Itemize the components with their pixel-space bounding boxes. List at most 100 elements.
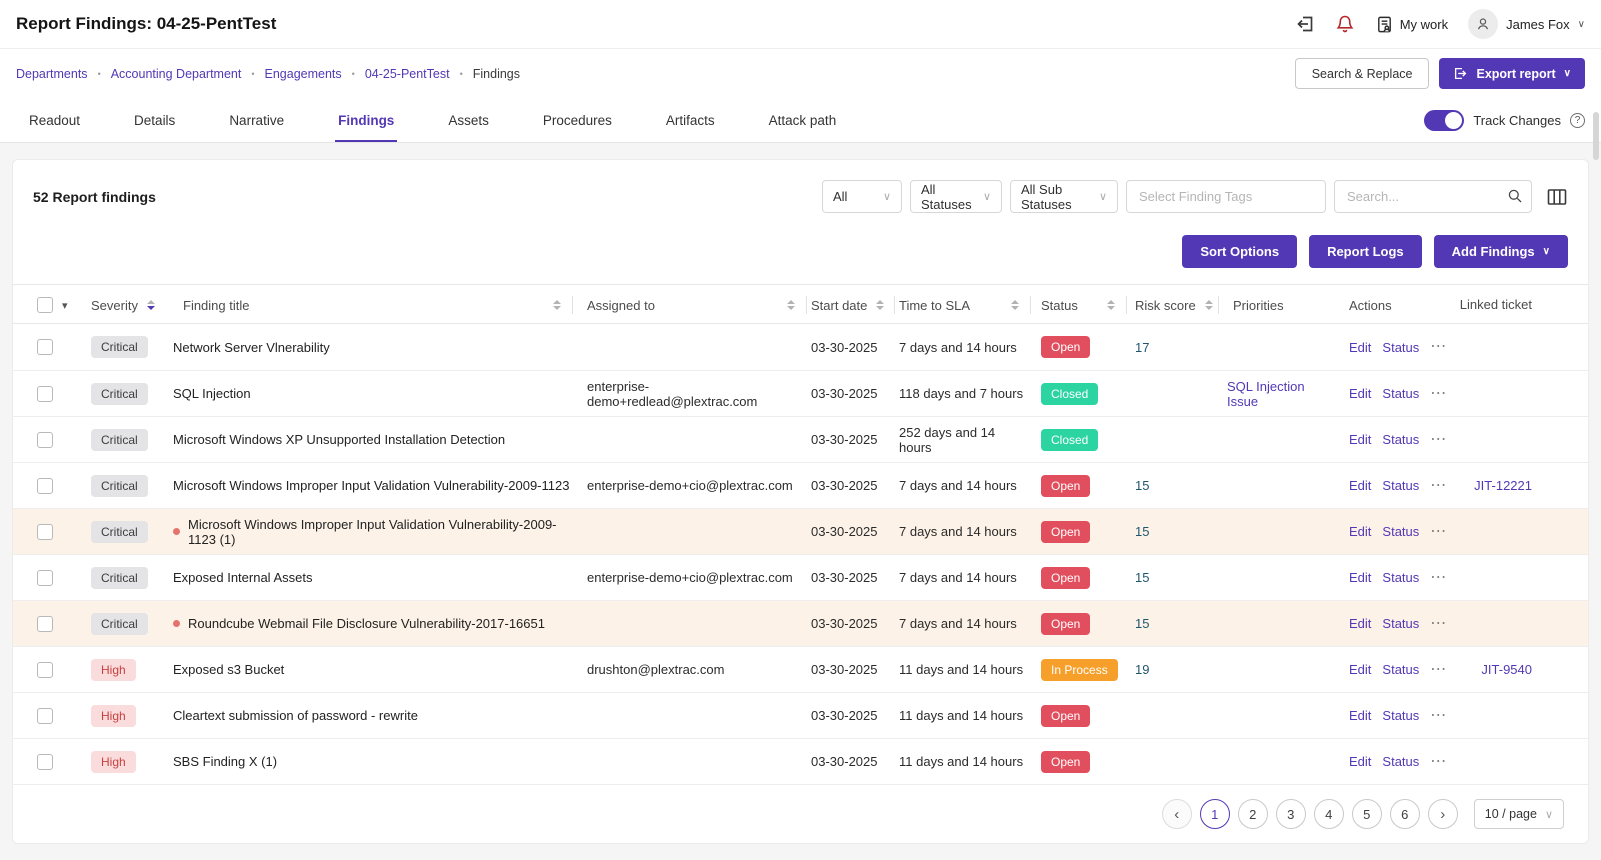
- edit-action[interactable]: Edit: [1349, 754, 1372, 769]
- page-button-5[interactable]: 5: [1351, 799, 1382, 829]
- risk-score-link[interactable]: 15: [1135, 478, 1150, 493]
- edit-action[interactable]: Edit: [1349, 570, 1372, 585]
- page-button-2[interactable]: 2: [1237, 799, 1268, 829]
- linked-ticket-link[interactable]: JIT-9540: [1481, 662, 1532, 677]
- row-checkbox[interactable]: [37, 661, 53, 678]
- select-menu-caret-icon[interactable]: ▾: [62, 299, 68, 312]
- sort-icon-assigned-to[interactable]: [787, 300, 795, 310]
- breadcrumb-item[interactable]: 04-25-PentTest: [364, 66, 450, 81]
- col-header-start-date[interactable]: Start date: [807, 285, 895, 325]
- sort-options-button[interactable]: Sort Options: [1182, 235, 1298, 268]
- edit-action[interactable]: Edit: [1349, 432, 1372, 447]
- finding-title[interactable]: Exposed s3 Bucket: [173, 662, 285, 677]
- breadcrumb-item[interactable]: Accounting Department: [110, 66, 242, 81]
- more-actions-icon[interactable]: ⋯: [1430, 430, 1448, 448]
- search-replace-button[interactable]: Search & Replace: [1294, 58, 1430, 89]
- edit-action[interactable]: Edit: [1349, 524, 1372, 539]
- edit-action[interactable]: Edit: [1349, 478, 1372, 493]
- more-actions-icon[interactable]: ⋯: [1430, 660, 1448, 678]
- col-header-assigned-to[interactable]: Assigned to: [573, 285, 807, 325]
- type-filter-select[interactable]: All ∨: [822, 180, 902, 213]
- edit-action[interactable]: Edit: [1349, 662, 1372, 677]
- add-findings-button[interactable]: Add Findings ∨: [1433, 235, 1568, 268]
- status-action[interactable]: Status: [1382, 524, 1420, 539]
- col-header-severity[interactable]: Severity: [83, 285, 169, 325]
- row-checkbox[interactable]: [37, 615, 53, 632]
- more-actions-icon[interactable]: ⋯: [1430, 752, 1448, 770]
- my-work-button[interactable]: My work: [1375, 15, 1448, 34]
- status-action[interactable]: Status: [1382, 570, 1420, 585]
- sort-icon-severity[interactable]: [146, 300, 155, 310]
- tab-artifacts[interactable]: Artifacts: [665, 112, 715, 128]
- select-all-checkbox[interactable]: [37, 297, 53, 313]
- row-checkbox[interactable]: [37, 569, 53, 586]
- finding-tags-input[interactable]: [1126, 180, 1326, 213]
- sort-icon-status[interactable]: [1107, 300, 1115, 310]
- next-page-button[interactable]: ›: [1427, 799, 1458, 829]
- status-action[interactable]: Status: [1382, 754, 1420, 769]
- finding-title[interactable]: Microsoft Windows XP Unsupported Install…: [173, 432, 506, 447]
- more-actions-icon[interactable]: ⋯: [1430, 522, 1448, 540]
- more-actions-icon[interactable]: ⋯: [1430, 384, 1448, 402]
- status-filter-select[interactable]: All Statuses ∨: [910, 180, 1002, 213]
- row-checkbox[interactable]: [37, 707, 53, 724]
- row-checkbox[interactable]: [37, 385, 53, 402]
- sort-icon-start-date[interactable]: [876, 300, 885, 310]
- edit-action[interactable]: Edit: [1349, 339, 1372, 355]
- page-button-4[interactable]: 4: [1313, 799, 1344, 829]
- finding-title[interactable]: Roundcube Webmail File Disclosure Vulner…: [188, 616, 545, 631]
- search-input[interactable]: [1334, 180, 1532, 213]
- breadcrumb-item[interactable]: Departments: [16, 66, 88, 81]
- risk-score-link[interactable]: 19: [1135, 662, 1150, 677]
- col-header-risk-score[interactable]: Risk score: [1127, 285, 1219, 325]
- page-button-1[interactable]: 1: [1199, 799, 1230, 829]
- finding-title[interactable]: Microsoft Windows Improper Input Validat…: [173, 478, 570, 493]
- finding-title[interactable]: Network Server Vlnerability: [173, 339, 330, 355]
- more-actions-icon[interactable]: ⋯: [1430, 568, 1448, 586]
- col-header-status[interactable]: Status: [1031, 285, 1127, 325]
- finding-title[interactable]: Exposed Internal Assets: [173, 570, 313, 585]
- priority-link[interactable]: SQL Injection Issue: [1227, 378, 1305, 409]
- sort-icon-finding-title[interactable]: [553, 300, 561, 310]
- risk-score-link[interactable]: 15: [1135, 616, 1150, 631]
- tab-findings[interactable]: Findings: [311, 98, 421, 142]
- status-action[interactable]: Status: [1382, 339, 1420, 355]
- sort-icon-time-to-sla[interactable]: [1011, 300, 1019, 310]
- col-header-finding-title[interactable]: Finding title: [169, 285, 573, 325]
- status-action[interactable]: Status: [1382, 616, 1420, 631]
- import-icon[interactable]: [1295, 14, 1315, 34]
- status-action[interactable]: Status: [1382, 708, 1420, 723]
- tab-details[interactable]: Details: [134, 112, 176, 128]
- tab-narrative[interactable]: Narrative: [229, 112, 285, 128]
- scrollbar-thumb[interactable]: [1593, 112, 1599, 160]
- finding-title[interactable]: SQL Injection: [173, 386, 251, 401]
- tab-attack-path[interactable]: Attack path: [768, 112, 837, 128]
- sub-status-filter-select[interactable]: All Sub Statuses ∨: [1010, 180, 1118, 213]
- more-actions-icon[interactable]: ⋯: [1430, 476, 1448, 494]
- finding-title[interactable]: SBS Finding X (1): [173, 754, 278, 769]
- tab-procedures[interactable]: Procedures: [542, 112, 612, 128]
- tab-assets[interactable]: Assets: [448, 112, 489, 128]
- risk-score-link[interactable]: 17: [1135, 339, 1150, 355]
- tab-readout[interactable]: Readout: [29, 112, 81, 128]
- status-action[interactable]: Status: [1382, 478, 1420, 493]
- track-changes-toggle[interactable]: [1424, 109, 1465, 131]
- row-checkbox[interactable]: [37, 477, 53, 494]
- risk-score-link[interactable]: 15: [1135, 570, 1150, 585]
- prev-page-button[interactable]: ‹: [1161, 799, 1192, 829]
- breadcrumb-item[interactable]: Engagements: [264, 66, 342, 81]
- notifications-bell-icon[interactable]: [1335, 14, 1355, 34]
- risk-score-link[interactable]: 15: [1135, 524, 1150, 539]
- user-menu[interactable]: James Fox ∨: [1468, 9, 1585, 39]
- page-button-6[interactable]: 6: [1389, 799, 1420, 829]
- column-settings-icon[interactable]: [1546, 187, 1568, 207]
- more-actions-icon[interactable]: ⋯: [1430, 706, 1448, 724]
- status-action[interactable]: Status: [1382, 662, 1420, 677]
- edit-action[interactable]: Edit: [1349, 386, 1372, 401]
- help-icon[interactable]: ?: [1570, 112, 1585, 128]
- finding-title[interactable]: Cleartext submission of password - rewri…: [173, 708, 418, 723]
- row-checkbox[interactable]: [37, 339, 53, 355]
- export-report-button[interactable]: Export report ∨: [1439, 58, 1585, 89]
- page-size-select[interactable]: 10 / page ∨: [1473, 799, 1564, 829]
- more-actions-icon[interactable]: ⋯: [1430, 338, 1448, 355]
